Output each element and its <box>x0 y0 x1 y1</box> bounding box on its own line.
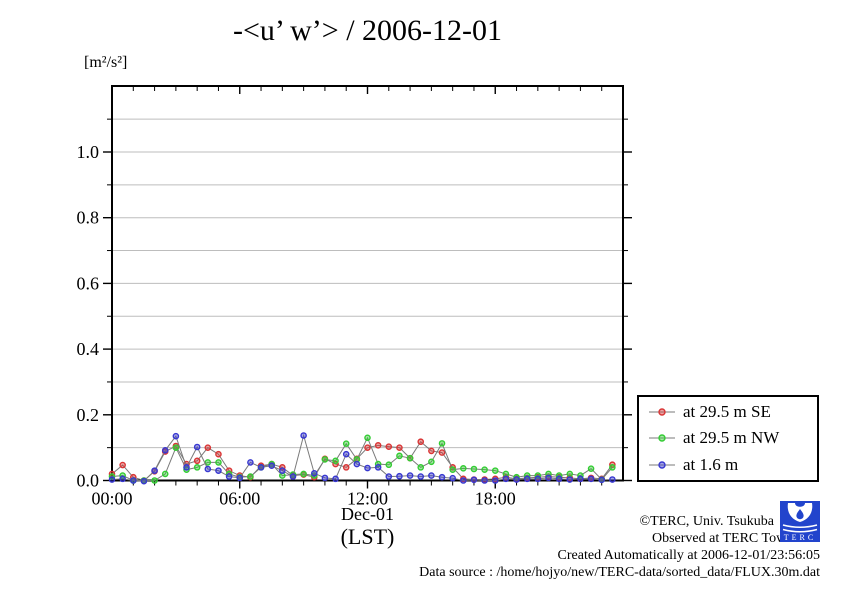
svg-text:0.6: 0.6 <box>77 273 100 293</box>
svg-text:00:00: 00:00 <box>91 489 132 509</box>
observed-site-text: Observed at TERC Tower site <box>651 531 820 546</box>
svg-text:0.4: 0.4 <box>77 339 100 359</box>
data-source-path-text: Data source : /home/hojyo/new/TERC-data/… <box>419 565 820 580</box>
svg-text:0.0: 0.0 <box>77 471 100 491</box>
y-axis-unit-label: [m²/s²] <box>84 54 128 71</box>
legend-marker-icon <box>649 434 675 443</box>
legend-item-29-5m-nw: at 29.5 m NW <box>649 428 813 448</box>
svg-text:TERC: TERC <box>784 533 816 542</box>
copyright-text: ©TERC, Univ. Tsukuba <box>639 514 775 529</box>
legend-label: at 29.5 m SE <box>683 402 771 422</box>
chart-title: -<u’ w’> / 2006-12-01 <box>232 14 503 47</box>
terc-logo: TERC <box>780 501 820 542</box>
svg-text:12:00: 12:00 <box>347 489 388 509</box>
legend-item-29-5m-se: at 29.5 m SE <box>649 402 813 422</box>
legend-item-1-6m: at 1.6 m <box>649 455 813 475</box>
legend-marker-icon <box>649 408 675 416</box>
svg-text:18:00: 18:00 <box>475 489 516 509</box>
legend-label: at 1.6 m <box>683 454 739 474</box>
legend-box: at 29.5 m SE at 29.5 m NW at 1.6 m <box>637 395 819 482</box>
svg-text:1.0: 1.0 <box>77 142 100 162</box>
svg-text:0.2: 0.2 <box>77 405 100 425</box>
legend-label: at 29.5 m NW <box>683 428 780 448</box>
svg-text:0.8: 0.8 <box>77 208 100 228</box>
x-axis-timezone-label: (LST) <box>340 524 395 549</box>
x-axis-date-label: Dec-01 <box>341 504 394 524</box>
svg-text:06:00: 06:00 <box>219 489 260 509</box>
legend-marker-icon <box>649 461 675 469</box>
created-timestamp-text: Created Automatically at 2006-12-01/23:5… <box>557 548 820 563</box>
